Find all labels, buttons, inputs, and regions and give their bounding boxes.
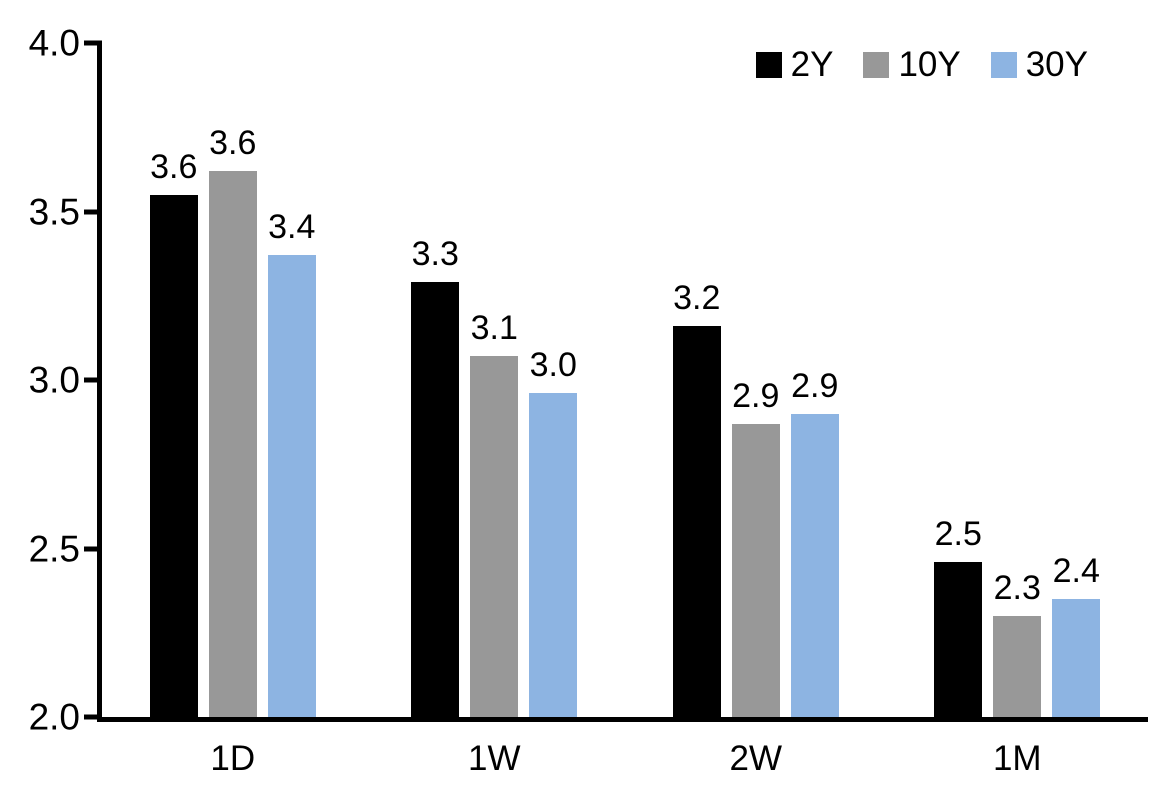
bar-wrap-2y-2w: 3.2 bbox=[672, 43, 721, 717]
bar-30y-1d bbox=[267, 255, 316, 717]
bar-groups: 3.6 3.6 3.4 3.3 3.1 3.0 3.2 2.9 2.9 2.5 2.3 2.4 bbox=[102, 43, 1148, 717]
legend-item-30y: 30Y bbox=[990, 45, 1088, 84]
bar-wrap-2y-1m: 2.5 bbox=[934, 43, 983, 717]
bar-30y-1m bbox=[1052, 599, 1101, 717]
plot-area: 3.6 3.6 3.4 3.3 3.1 3.0 3.2 2.9 2.9 2.5 2.3 2.4 4.0… bbox=[29, 25, 1148, 776]
bar-group-1d: 3.6 3.6 3.4 bbox=[102, 43, 364, 717]
bar-value-label: 3.6 bbox=[209, 124, 257, 163]
y-tick bbox=[84, 40, 102, 46]
legend-item-2y: 2Y bbox=[755, 45, 834, 84]
bar-wrap-2y-1w: 3.3 bbox=[411, 43, 460, 717]
y-tick bbox=[84, 546, 102, 551]
y-tick-label: 3.0 bbox=[28, 359, 80, 401]
bar-wrap-10y-1m: 2.3 bbox=[993, 43, 1042, 717]
bar-10y-1d bbox=[208, 171, 257, 717]
legend-swatch-30y bbox=[990, 51, 1017, 78]
bar-group-2w: 3.2 2.9 2.9 bbox=[625, 43, 887, 717]
bar-group-1m: 2.5 2.3 2.4 bbox=[887, 43, 1149, 717]
x-axis-label-1w: 1W bbox=[468, 739, 521, 778]
bar-10y-2w bbox=[731, 423, 780, 717]
bar-value-label: 3.0 bbox=[529, 346, 577, 385]
bar-wrap-30y-1m: 2.4 bbox=[1052, 43, 1101, 717]
legend-label: 2Y bbox=[790, 45, 834, 84]
bar-wrap-10y-1w: 3.1 bbox=[470, 43, 519, 717]
bar-10y-1m bbox=[993, 615, 1042, 717]
legend-item-10y: 10Y bbox=[863, 45, 961, 84]
x-axis-label-1m: 1M bbox=[992, 739, 1042, 778]
x-axis-label-1d: 1D bbox=[210, 739, 256, 778]
legend: 2Y 10Y 30Y bbox=[755, 45, 1088, 84]
y-tick-label: 4.0 bbox=[28, 22, 80, 64]
legend-swatch-2y bbox=[755, 51, 782, 78]
bar-wrap-30y-1d: 3.4 bbox=[267, 43, 316, 717]
bar-2y-2w bbox=[672, 326, 721, 717]
bar-wrap-30y-2w: 2.9 bbox=[790, 43, 839, 717]
bar-wrap-2y-1d: 3.6 bbox=[149, 43, 198, 717]
bar-value-label: 2.5 bbox=[934, 514, 982, 553]
bar-2y-1w bbox=[411, 282, 460, 717]
bar-value-label: 3.2 bbox=[673, 279, 721, 318]
bar-value-label: 2.9 bbox=[791, 366, 839, 405]
bar-value-label: 3.3 bbox=[411, 235, 459, 274]
bar-10y-1w bbox=[470, 356, 519, 717]
bar-wrap-10y-2w: 2.9 bbox=[731, 43, 780, 717]
bar-value-label: 2.9 bbox=[732, 376, 780, 415]
bar-group-1w: 3.3 3.1 3.0 bbox=[364, 43, 626, 717]
legend-label: 10Y bbox=[898, 45, 961, 84]
bar-30y-2w bbox=[790, 413, 839, 717]
y-tick-label: 2.0 bbox=[28, 696, 80, 738]
bar-2y-1m bbox=[934, 561, 983, 717]
bar-value-label: 2.3 bbox=[993, 568, 1041, 607]
bar-30y-1w bbox=[529, 393, 578, 717]
bar-value-label: 3.6 bbox=[150, 147, 198, 186]
bar-2y-1d bbox=[149, 194, 198, 717]
legend-label: 30Y bbox=[1025, 45, 1088, 84]
bar-value-label: 3.1 bbox=[470, 309, 518, 348]
y-tick bbox=[84, 714, 102, 720]
bar-value-label: 3.4 bbox=[268, 208, 316, 247]
bar-value-label: 2.4 bbox=[1052, 552, 1100, 591]
y-tick-label: 3.5 bbox=[28, 191, 80, 232]
y-tick bbox=[84, 209, 102, 214]
legend-swatch-10y bbox=[863, 51, 890, 78]
y-tick-label: 2.5 bbox=[28, 528, 80, 569]
y-tick bbox=[84, 377, 102, 383]
x-axis-labels: 1D 1W 2W 1M bbox=[102, 741, 1148, 776]
bar-wrap-30y-1w: 3.0 bbox=[529, 43, 578, 717]
bar-wrap-10y-1d: 3.6 bbox=[208, 43, 257, 717]
x-axis-label-2w: 2W bbox=[729, 739, 783, 778]
